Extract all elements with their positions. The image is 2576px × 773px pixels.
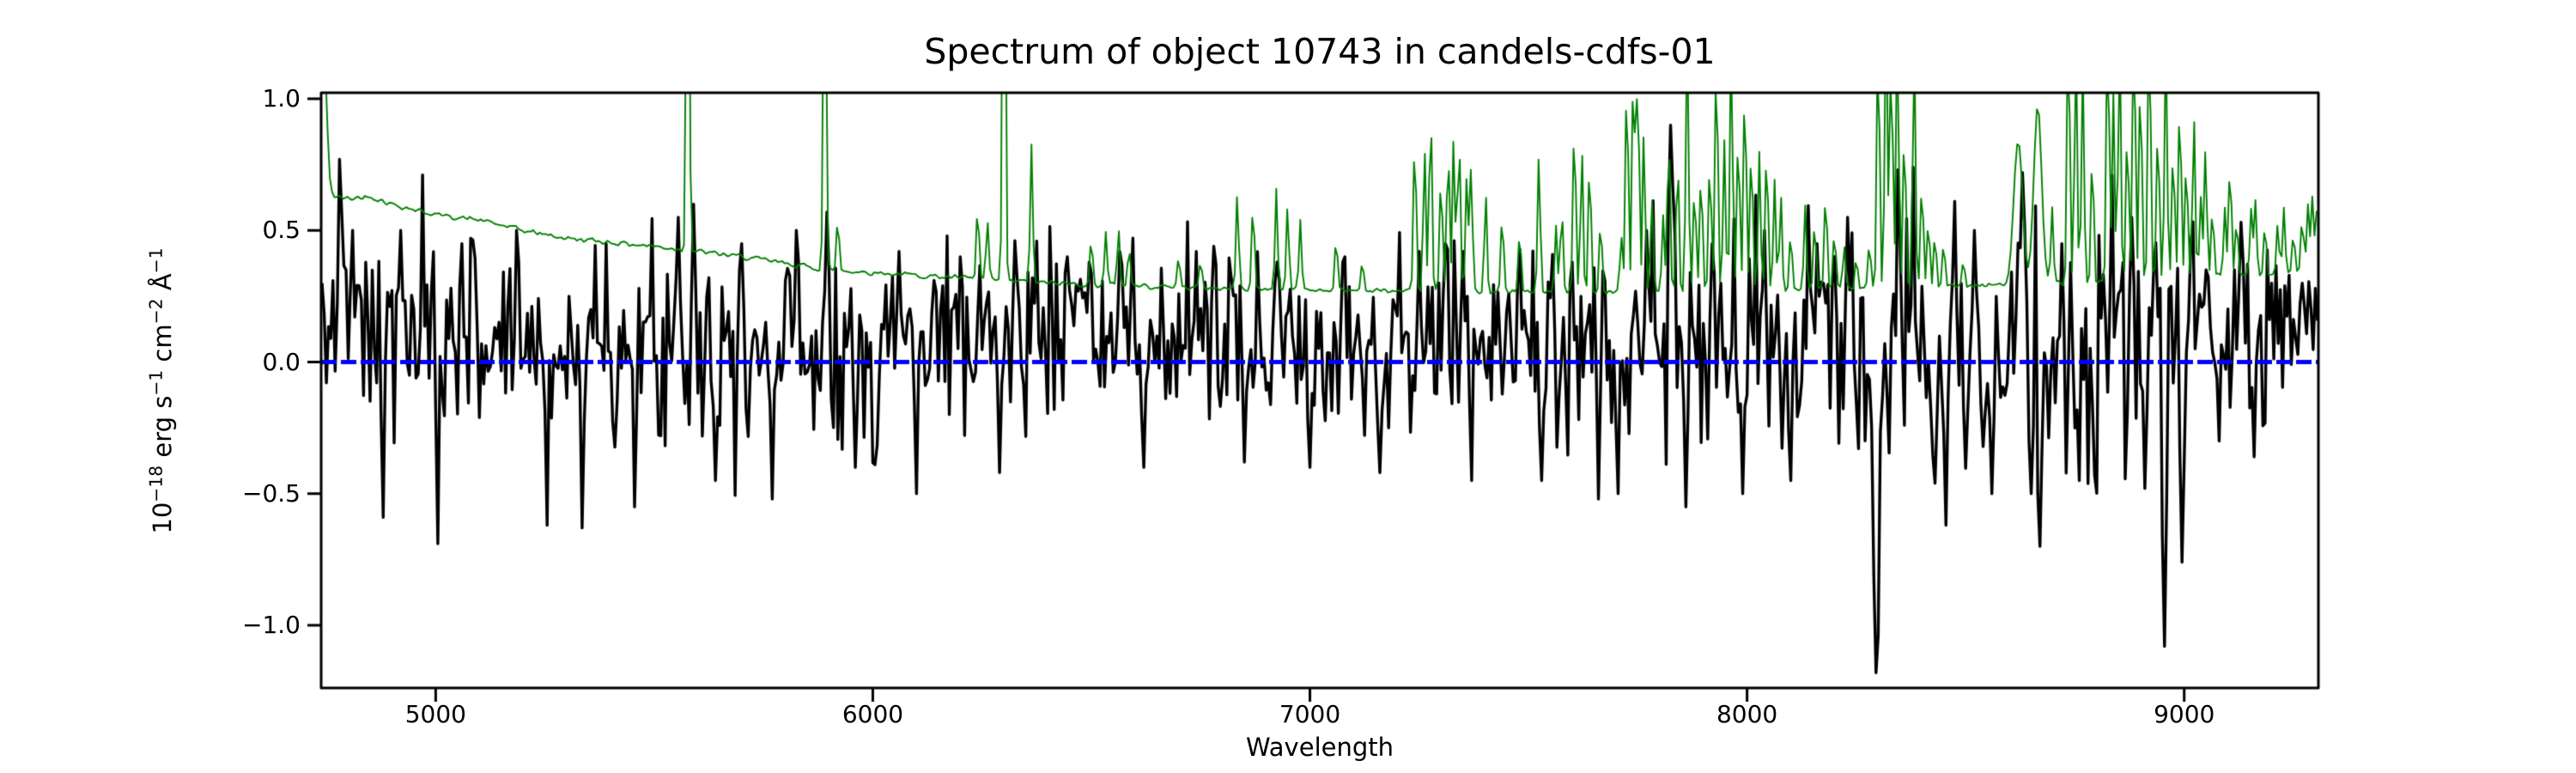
plot-title: Spectrum of object 10743 in candels-cdfs… (924, 31, 1716, 72)
y-tick-label-0: 0.0 (262, 347, 301, 376)
y-tick-label--0.5: −0.5 (242, 478, 301, 508)
x-tick-label-8000: 8000 (1716, 700, 1778, 728)
x-tick-label-6000: 6000 (841, 700, 904, 728)
y-tick-label-0.5: 0.5 (262, 216, 301, 245)
y-tick-label--1: −1.0 (242, 611, 301, 640)
x-tick-label-5000: 5000 (404, 700, 466, 728)
x-tick-label-7000: 7000 (1279, 700, 1341, 728)
y-axis-label: 10−18 erg s−1 cm−2 Å−1 (145, 247, 178, 534)
y-tick-label-1: 1.0 (262, 84, 301, 113)
x-tick-label-9000: 9000 (2154, 700, 2215, 728)
x-axis-label: Wavelength (1245, 733, 1394, 762)
